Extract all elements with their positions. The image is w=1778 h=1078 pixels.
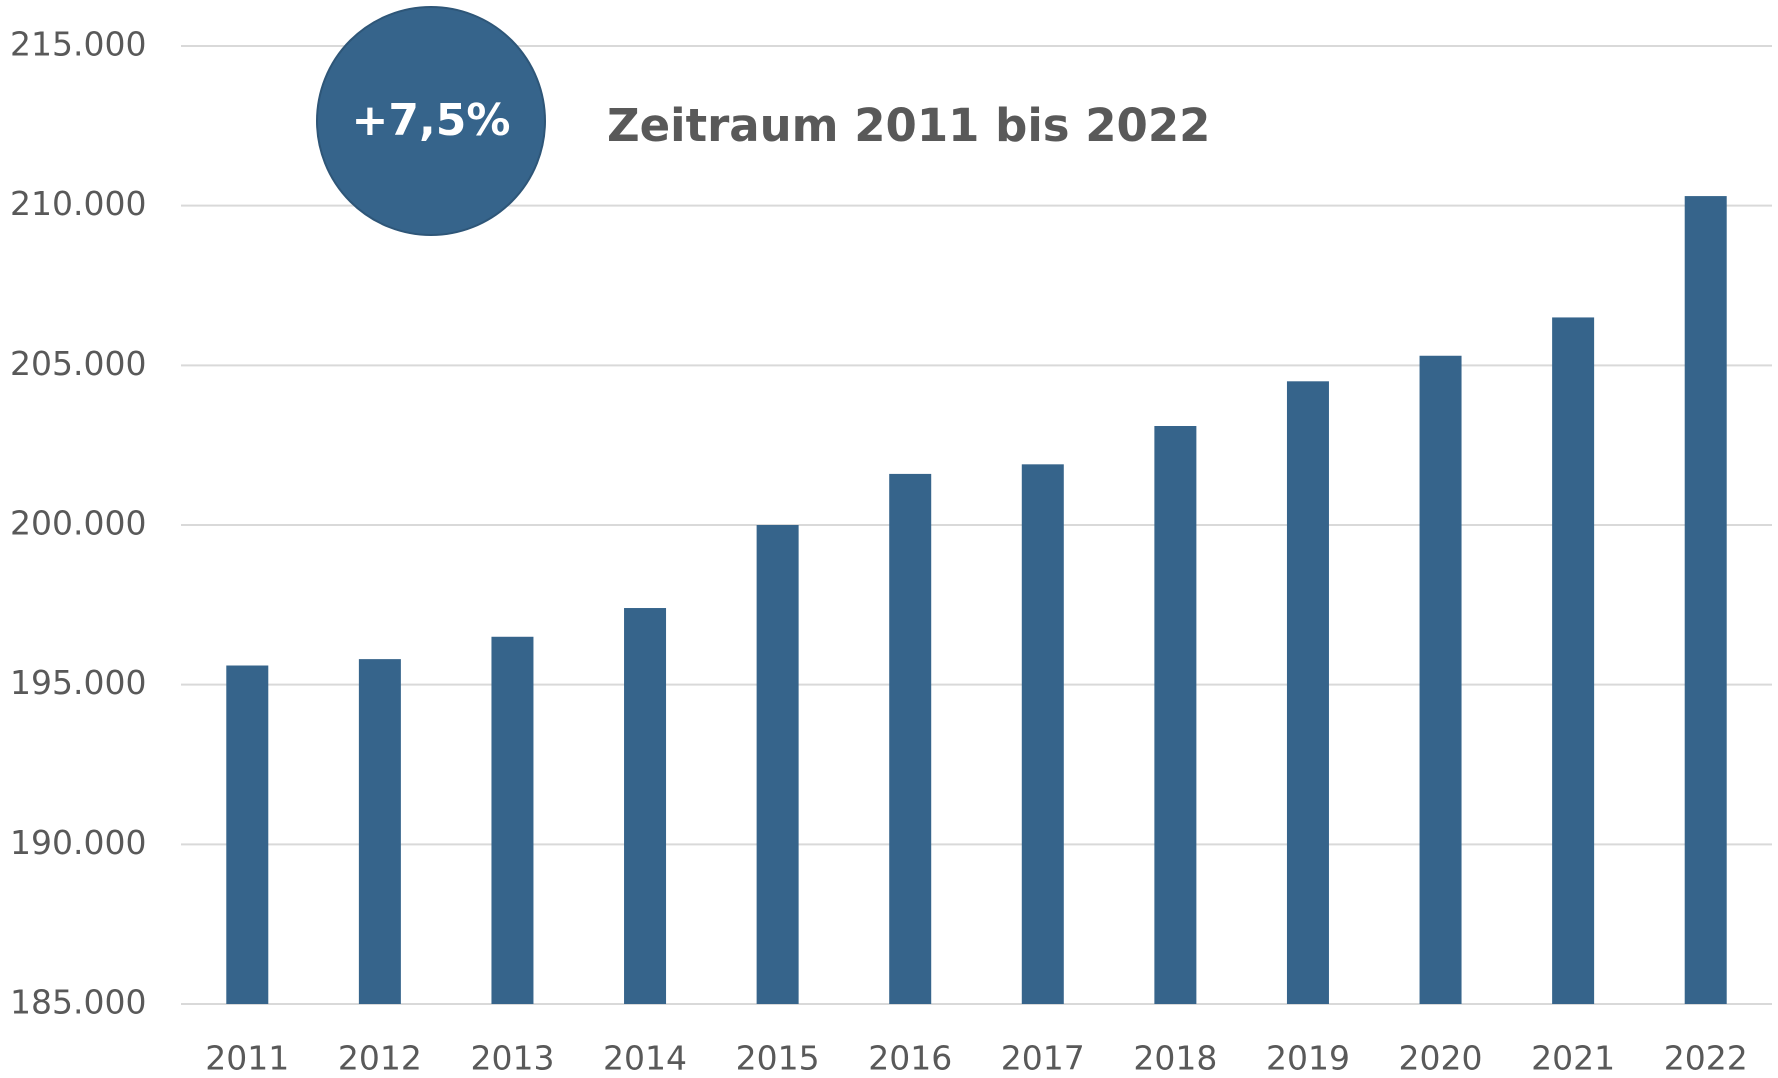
bar [1684, 196, 1727, 1004]
x-tick-label: 2014 [603, 1039, 687, 1078]
bar [491, 636, 534, 1004]
y-tick-label: 185.000 [10, 983, 146, 1022]
y-tick-label: 200.000 [10, 504, 146, 543]
bar [226, 665, 269, 1004]
y-tick-label: 215.000 [10, 25, 146, 64]
x-tick-label: 2017 [1001, 1039, 1085, 1078]
y-tick-label: 195.000 [10, 663, 146, 702]
y-tick-label: 190.000 [10, 823, 146, 862]
bar [1286, 381, 1329, 1004]
bar [358, 659, 401, 1004]
bar [889, 473, 932, 1004]
x-tick-label: 2021 [1531, 1039, 1615, 1078]
y-tick-label: 210.000 [10, 184, 146, 223]
x-tick-label: 2016 [868, 1039, 952, 1078]
x-tick-label: 2012 [338, 1039, 422, 1078]
x-tick-label: 2019 [1266, 1039, 1350, 1078]
badge [316, 6, 546, 236]
bar [624, 608, 667, 1004]
x-tick-label: 2018 [1133, 1039, 1217, 1078]
x-tick-label: 2013 [470, 1039, 554, 1078]
x-tick-label: 2011 [205, 1039, 289, 1078]
bar [1552, 317, 1595, 1004]
x-tick-label: 2020 [1399, 1039, 1483, 1078]
bar [1154, 426, 1197, 1004]
x-tick-label: 2022 [1664, 1039, 1748, 1078]
x-tick-label: 2015 [736, 1039, 820, 1078]
bar [1021, 464, 1064, 1004]
bar [756, 525, 799, 1004]
y-tick-label: 205.000 [10, 344, 146, 383]
subtitle: Zeitraum 2011 bis 2022 [607, 99, 1210, 152]
bar [1419, 355, 1462, 1005]
annotation: +7,5% [352, 95, 511, 146]
